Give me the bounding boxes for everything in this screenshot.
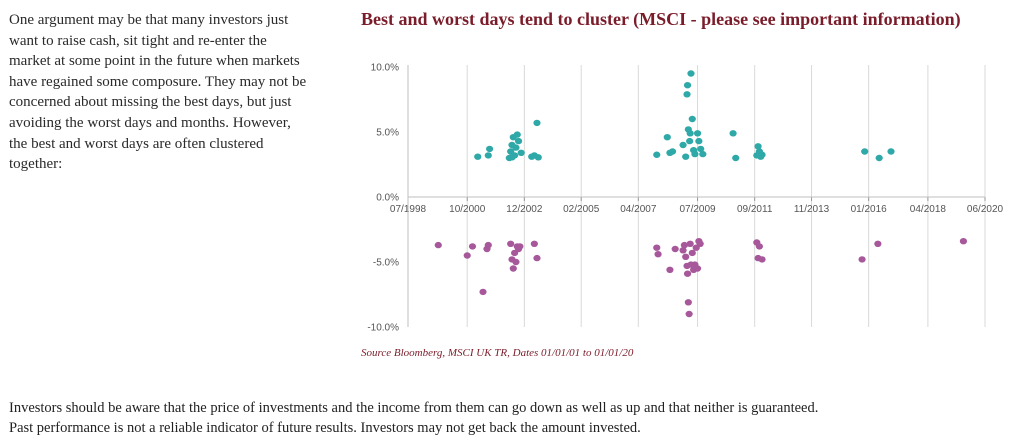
x-tick-label: 12/2002 — [506, 204, 543, 215]
best-days-point — [486, 145, 494, 153]
chart-source: Source Bloomberg, MSCI UK TR, Dates 01/0… — [361, 347, 634, 359]
worst-days-point — [679, 247, 687, 254]
best-days-point — [513, 131, 521, 138]
worst-days-point — [874, 240, 882, 247]
y-tick-label: 10.0% — [371, 63, 399, 74]
worst-days-point — [507, 240, 515, 247]
y-tick-label: -10.0% — [367, 323, 399, 334]
best-days-point — [729, 130, 737, 137]
best-days-point — [693, 130, 702, 137]
x-tick-label: 11/2013 — [794, 204, 830, 215]
best-days-point — [687, 70, 695, 77]
worst-days-point — [684, 299, 692, 306]
worst-days-point — [666, 266, 674, 273]
best-days-point — [695, 137, 703, 145]
best-days-point — [686, 137, 694, 145]
worst-days-point — [686, 240, 694, 247]
worst-days-point — [509, 265, 517, 272]
worst-days-point — [512, 258, 520, 266]
best-days-point — [683, 82, 692, 89]
best-days-point — [653, 151, 661, 158]
best-days-point — [512, 144, 520, 151]
worst-days-point — [682, 253, 690, 260]
best-days-point — [758, 151, 766, 158]
best-days-point — [533, 119, 541, 127]
x-tick-label: 10/2000 — [449, 204, 486, 215]
best-days-point — [697, 145, 705, 153]
chart-grid — [466, 65, 986, 327]
best-days-point — [508, 154, 516, 161]
best-days-point — [754, 143, 762, 150]
disclaimer-line: Past performance is not a reliable indic… — [9, 420, 641, 436]
worst-days-point — [696, 240, 704, 247]
best-days-point — [686, 130, 694, 137]
best-days-point — [691, 150, 699, 158]
worst-days-point — [484, 241, 492, 249]
best-days-point — [668, 148, 677, 155]
worst-days-point — [671, 245, 679, 253]
best-days-point — [474, 153, 482, 160]
disclaimer-line: Investors should be aware that the price… — [9, 400, 819, 416]
best-days-point — [875, 154, 883, 162]
y-tick-label: -5.0% — [373, 258, 399, 269]
best-days-point — [514, 137, 523, 145]
worst-days-point — [683, 270, 692, 277]
x-tick-label: 04/2018 — [910, 204, 947, 215]
best-days-point — [688, 115, 696, 123]
x-tick-label: 09/2011 — [737, 204, 773, 215]
worst-days-point — [959, 238, 968, 245]
worst-days-point — [653, 244, 661, 251]
best-days-point — [534, 154, 542, 161]
worst-days-point — [434, 241, 442, 249]
x-tick-label: 07/2009 — [679, 204, 716, 215]
best-days-point — [663, 134, 671, 141]
best-days-point — [484, 152, 492, 159]
best-days-point — [682, 153, 690, 160]
best-days-point — [887, 148, 895, 155]
worst-days-point — [479, 288, 487, 296]
worst-days-point — [685, 310, 693, 318]
worst-days-point — [533, 254, 541, 262]
best-days-point — [861, 148, 869, 155]
x-tick-label: 04/2007 — [620, 204, 657, 215]
best-days-point — [517, 149, 525, 156]
worst-days-point — [516, 243, 524, 250]
worst-days-point — [680, 241, 688, 249]
x-tick-label: 01/2016 — [851, 204, 888, 215]
worst-days-point — [654, 251, 662, 258]
worst-days-point — [693, 265, 702, 272]
y-tick-label: 5.0% — [376, 128, 399, 139]
worst-days-point — [755, 243, 764, 250]
x-tick-label: 06/2020 — [967, 204, 1004, 215]
best-days-point — [683, 91, 691, 98]
disclaimer: Investors should be aware that the price… — [9, 398, 1019, 438]
best-days-point — [732, 154, 740, 162]
worst-days-point — [468, 243, 477, 250]
worst-days-point — [688, 249, 696, 257]
x-tick-label: 02/2005 — [563, 204, 600, 215]
chart-points — [434, 70, 968, 318]
intro-paragraph: One argument may be that many investors … — [9, 12, 307, 173]
worst-days-point — [858, 256, 866, 263]
worst-days-point — [463, 252, 471, 259]
chart-title: Best and worst days tend to cluster (MSC… — [361, 9, 961, 29]
worst-days-point — [530, 240, 538, 247]
chart-axes: 07/1998 10/2000 12/2002 02/2005 04/2007 07/20… — [367, 63, 1003, 334]
best-days-point — [679, 141, 687, 149]
worst-days-point — [758, 256, 766, 263]
y-tick-label: 0.0% — [376, 193, 399, 204]
best-days-point — [699, 150, 707, 158]
